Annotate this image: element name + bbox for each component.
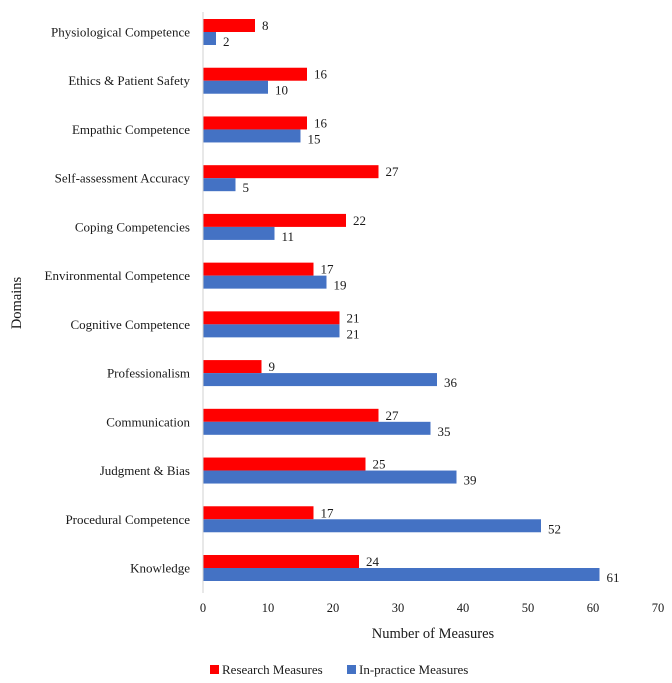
data-label-research-procedural-competence: 17 — [321, 505, 335, 520]
x-tick-label-30: 30 — [392, 601, 405, 615]
category-label-knowledge: Knowledge — [130, 561, 190, 576]
bar-in-practice-environmental-competence — [203, 275, 327, 289]
bar-in-practice-procedural-competence — [203, 519, 541, 533]
category-label-environmental-competence: Environmental Competence — [45, 268, 191, 283]
bar-research-ethics-and-patient-safety — [203, 67, 307, 81]
data-label-in-practice-judgment-and-bias: 39 — [464, 473, 477, 488]
category-label-ethics-and-patient-safety: Ethics & Patient Safety — [68, 73, 190, 88]
legend: Research Measures In-practice Measures — [210, 662, 468, 677]
bar-in-practice-self-assessment-accuracy — [203, 178, 236, 192]
category-labels-layer: Physiological Competence Ethics & Patient… — [45, 25, 191, 576]
bar-research-communication — [203, 408, 379, 422]
data-label-research-coping-competencies: 22 — [353, 213, 366, 228]
bar-in-practice-cognitive-competence — [203, 324, 340, 338]
bar-in-practice-empathic-competence — [203, 129, 301, 143]
bar-research-physiological-competence — [203, 19, 255, 32]
data-label-research-communication: 27 — [386, 408, 400, 423]
legend-swatch-in-practice — [347, 665, 356, 674]
x-tick-label-40: 40 — [457, 601, 470, 615]
data-label-in-practice-empathic-competence: 15 — [308, 131, 321, 146]
legend-swatch-research — [210, 665, 219, 674]
category-label-coping-competencies: Coping Competencies — [75, 219, 190, 234]
bar-research-empathic-competence — [203, 116, 307, 130]
category-label-communication: Communication — [106, 414, 190, 429]
data-label-research-judgment-and-bias: 25 — [373, 457, 386, 472]
data-label-in-practice-physiological-competence: 2 — [223, 34, 230, 49]
bar-research-judgment-and-bias — [203, 457, 366, 471]
bar-in-practice-coping-competencies — [203, 226, 275, 240]
data-label-research-self-assessment-accuracy: 27 — [386, 164, 400, 179]
legend-label-in-practice: In-practice Measures — [359, 662, 468, 677]
x-tick-label-70: 70 — [652, 601, 665, 615]
data-label-research-environmental-competence: 17 — [321, 262, 335, 277]
x-tick-label-20: 20 — [327, 601, 340, 615]
category-label-empathic-competence: Empathic Competence — [72, 122, 190, 137]
data-label-in-practice-communication: 35 — [438, 424, 451, 439]
data-label-research-ethics-and-patient-safety: 16 — [314, 67, 328, 82]
x-tick-label-10: 10 — [262, 601, 275, 615]
bar-in-practice-ethics-and-patient-safety — [203, 80, 268, 94]
bar-in-practice-knowledge — [203, 568, 600, 581]
data-labels-layer: 8216101615275221117192121936273525391752… — [223, 18, 620, 585]
bar-research-coping-competencies — [203, 213, 346, 227]
data-label-in-practice-procedural-competence: 52 — [548, 521, 561, 536]
x-tick-label-60: 60 — [587, 601, 600, 615]
bar-research-knowledge — [203, 555, 359, 568]
data-label-in-practice-self-assessment-accuracy: 5 — [243, 180, 250, 195]
data-label-in-practice-environmental-competence: 19 — [334, 278, 347, 293]
data-label-research-knowledge: 24 — [366, 554, 380, 569]
y-axis-title: Domains — [9, 276, 25, 329]
bar-research-self-assessment-accuracy — [203, 165, 379, 179]
bar-research-procedural-competence — [203, 506, 314, 520]
bar-research-professionalism — [203, 360, 262, 374]
data-label-in-practice-professionalism: 36 — [444, 375, 458, 390]
category-label-self-assessment-accuracy: Self-assessment Accuracy — [55, 171, 191, 186]
category-label-judgment-and-bias: Judgment & Bias — [100, 463, 190, 478]
category-label-professionalism: Professionalism — [107, 366, 190, 381]
data-label-in-practice-knowledge: 61 — [607, 570, 620, 585]
data-label-in-practice-cognitive-competence: 21 — [347, 326, 360, 341]
category-label-cognitive-competence: Cognitive Competence — [70, 317, 190, 332]
data-label-in-practice-coping-competencies: 11 — [282, 229, 295, 244]
category-label-physiological-competence: Physiological Competence — [51, 25, 190, 40]
data-label-research-professionalism: 9 — [269, 359, 276, 374]
legend-label-research: Research Measures — [222, 662, 323, 677]
x-tick-label-50: 50 — [522, 601, 535, 615]
bar-in-practice-communication — [203, 421, 431, 435]
bar-in-practice-physiological-competence — [203, 32, 216, 45]
data-label-in-practice-ethics-and-patient-safety: 10 — [275, 83, 288, 98]
x-axis-title: Number of Measures — [372, 626, 495, 642]
data-label-research-cognitive-competence: 21 — [347, 310, 360, 325]
category-label-procedural-competence: Procedural Competence — [65, 512, 190, 527]
data-label-research-physiological-competence: 8 — [262, 18, 269, 33]
bar-research-cognitive-competence — [203, 311, 340, 325]
bar-in-practice-judgment-and-bias — [203, 470, 457, 484]
bar-research-environmental-competence — [203, 262, 314, 276]
bar-in-practice-professionalism — [203, 373, 437, 387]
data-label-research-empathic-competence: 16 — [314, 115, 328, 130]
bars-layer — [203, 19, 600, 581]
x-tick-label-0: 0 — [200, 601, 206, 615]
x-tick-labels-layer: 0 10 20 30 40 50 60 70 — [200, 601, 664, 615]
